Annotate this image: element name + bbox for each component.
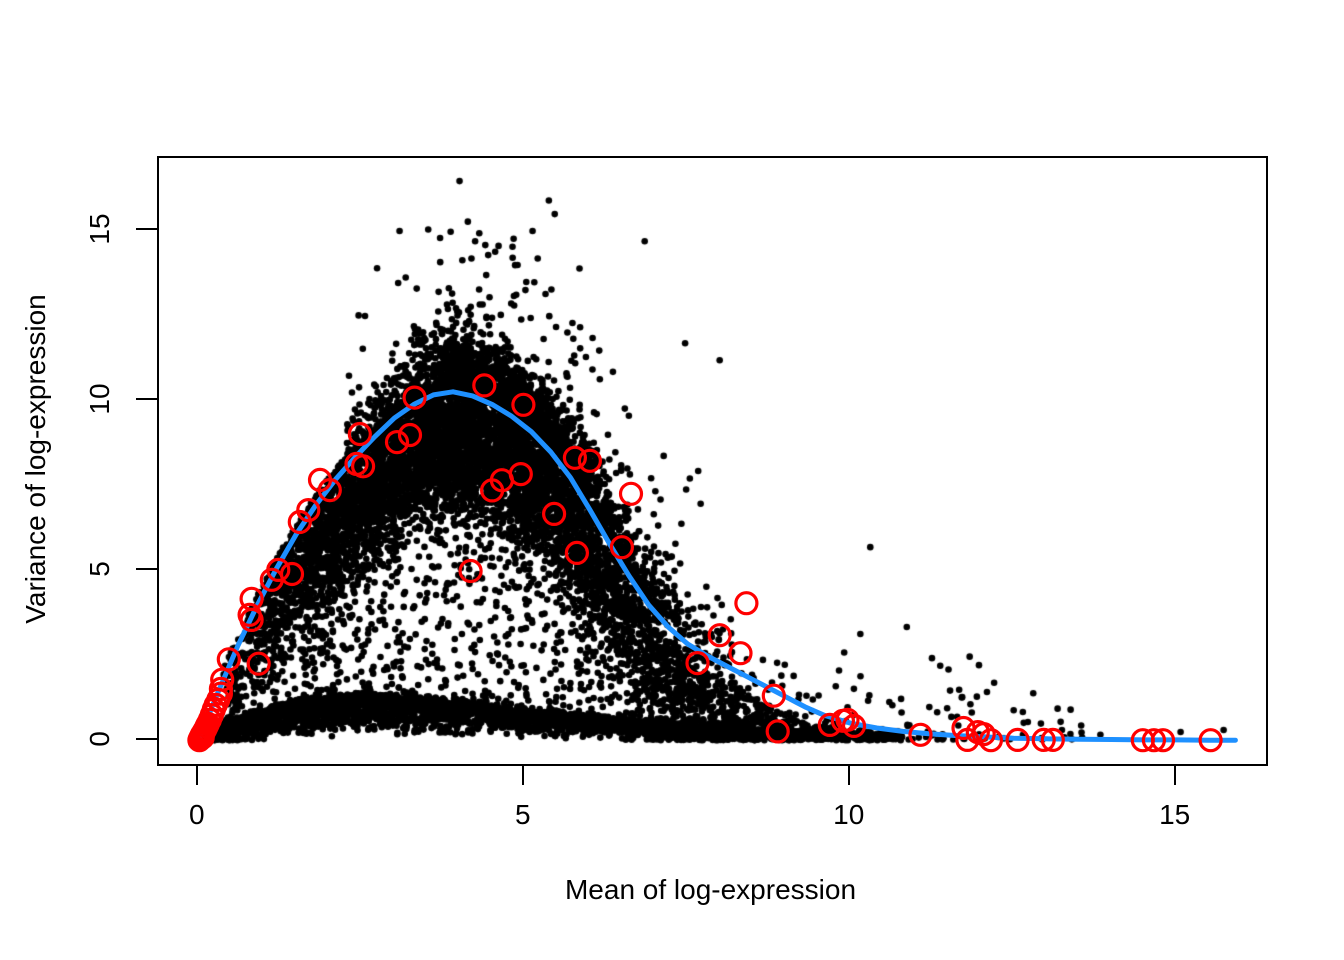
spike-in-point [564, 540, 589, 565]
spike-in-point [765, 719, 790, 744]
spike-in-point [971, 721, 996, 747]
spike-in-point [208, 676, 234, 702]
y-tick-1 [136, 567, 157, 570]
x-tick-0 [195, 764, 198, 785]
plot-area [157, 156, 1268, 766]
y-tick-label-2: 10 [84, 383, 115, 415]
spike-in-point [402, 385, 427, 410]
spike-in-point [761, 683, 786, 708]
spike-in-point [1198, 728, 1223, 753]
spike-in-point [239, 586, 264, 611]
spike-in-point [835, 707, 860, 732]
spike-in-point [472, 373, 497, 398]
spike-in-point [1031, 727, 1056, 753]
spike-in-point [508, 462, 533, 487]
spike-in-point [562, 445, 587, 470]
spike-in-point [978, 728, 1004, 753]
x-tick-label-3: 15 [1159, 799, 1191, 830]
spike-in-point [351, 454, 376, 479]
x-tick-label-2: 10 [833, 799, 865, 830]
spike-in-point [216, 647, 241, 672]
spike-in-point [609, 535, 634, 560]
spike-in-point [1150, 728, 1176, 753]
spike-in-point [246, 651, 271, 676]
spike-in-point [728, 641, 753, 666]
x-tick-label-1: 5 [514, 799, 531, 830]
spike-in-point [542, 501, 567, 526]
spike-in-point [458, 558, 483, 584]
x-tick-1 [521, 764, 524, 785]
trend-and-spike-overlay [187, 373, 1238, 753]
y-tick-2 [136, 398, 157, 400]
spike-in-point [707, 623, 732, 648]
y-tick-label-0: 0 [84, 731, 115, 747]
spike-in-point [266, 557, 291, 582]
spike-in-point [279, 561, 305, 587]
y-axis-title: Variance of log-expression [20, 294, 51, 624]
spike-in-point [384, 430, 410, 455]
spike-in-point [577, 448, 602, 473]
y-tick-label-3: 15 [84, 213, 115, 245]
spike-in-point [817, 712, 842, 738]
spike-in-point [618, 481, 644, 506]
spike-in-point [908, 722, 933, 747]
spike-in-point [397, 422, 423, 448]
x-axis-title: Mean of log-expression [564, 874, 857, 905]
x-tick-label-0: 0 [188, 799, 205, 830]
y-tick-3 [136, 228, 157, 231]
trend-line [196, 389, 1238, 743]
spike-in-point [1040, 727, 1065, 753]
spike-in-point [317, 478, 342, 503]
spike-in-point [841, 713, 867, 739]
spike-in-point [296, 498, 321, 523]
spike-in-point [685, 651, 710, 676]
y-tick-label-1: 5 [84, 561, 115, 577]
spike-in-point [347, 421, 372, 447]
spike-in-point [1141, 728, 1167, 753]
spike-in-point [511, 392, 536, 417]
x-tick-3 [1173, 764, 1176, 785]
spike-in-point [1005, 727, 1030, 753]
y-tick-0 [136, 737, 157, 740]
x-tick-2 [847, 764, 850, 785]
spike-in-point [734, 591, 759, 616]
gene-points-canvas [159, 158, 1266, 764]
